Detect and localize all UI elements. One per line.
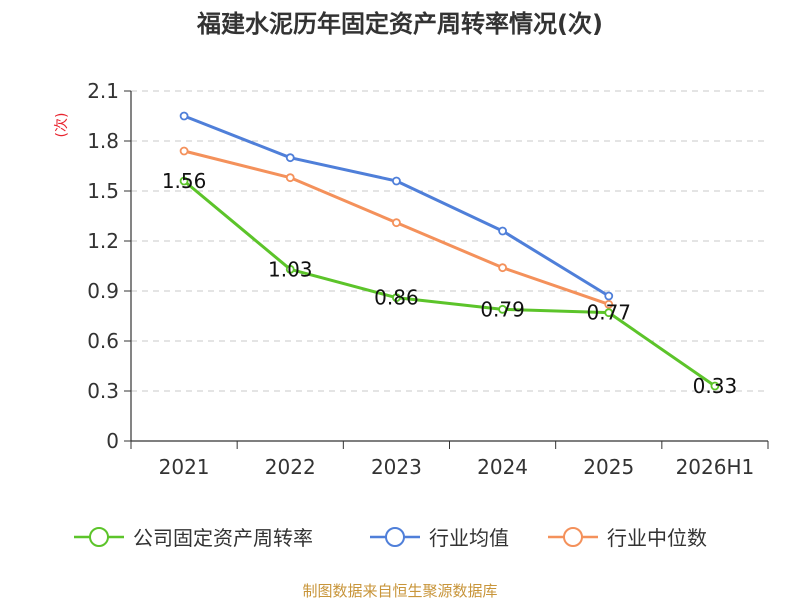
source-note: 制图数据来自恒生聚源数据库 xyxy=(302,582,497,600)
data-label: 0.33 xyxy=(693,374,738,398)
legend-label-2: 行业中位数 xyxy=(607,526,707,550)
series-2-point xyxy=(498,263,507,273)
data-label: 1.56 xyxy=(162,169,207,193)
series-2-point xyxy=(285,173,295,183)
x-tick-label: 2025 xyxy=(583,455,634,479)
series-0-point xyxy=(392,293,401,303)
y-tick-label: 1.5 xyxy=(87,179,119,203)
y-axis-unit: (次) xyxy=(54,113,70,138)
data-label: 1.03 xyxy=(268,257,313,281)
legend-label-0: 公司固定资产周转率 xyxy=(133,526,313,550)
series-2-point xyxy=(604,299,614,309)
y-tick-label: 0.6 xyxy=(87,329,119,353)
grid-layer xyxy=(131,90,768,392)
y-tick-label: 1.8 xyxy=(87,129,119,153)
series-1-point xyxy=(604,291,614,301)
y-tick-label: 1.2 xyxy=(87,229,119,253)
data-label: 0.77 xyxy=(586,301,631,325)
series-2-point xyxy=(392,218,401,228)
series-1-point xyxy=(285,153,295,163)
label-layer: 1.56 1.03 0.86 0.79 0.77 0.33 xyxy=(162,169,737,398)
series-1-point xyxy=(392,176,401,186)
series-0-point xyxy=(285,264,295,274)
legend-marker-0 xyxy=(89,527,109,547)
series-1-point xyxy=(179,111,189,121)
series-0-point xyxy=(604,308,614,318)
series-layer xyxy=(179,111,720,391)
series-line-2 xyxy=(183,149,610,306)
series-0-point xyxy=(710,381,720,391)
axis-layer: 0 0.3 0.6 0.9 1.2 1.5 1.8 2.1 2021 2022 2023 2024 20… xyxy=(87,79,769,479)
series-1-point xyxy=(498,226,507,236)
series-2-point xyxy=(179,146,189,156)
x-tick-label: 2022 xyxy=(265,455,316,479)
legend: 公司固定资产周转率 行业均值 行业中位数 xyxy=(74,526,707,550)
x-tick-label: 2023 xyxy=(371,455,422,479)
data-label: 0.79 xyxy=(480,297,525,321)
y-tick-label: 0.3 xyxy=(87,379,119,403)
series-0-point xyxy=(498,304,507,314)
y-tick-label: 0 xyxy=(106,429,119,453)
series-line-0 xyxy=(183,179,716,388)
legend-label-1: 行业均值 xyxy=(429,526,509,550)
chart-title: 福建水泥历年固定资产周转率情况(次) xyxy=(196,10,603,38)
y-tick-label: 0.9 xyxy=(87,279,119,303)
data-label: 0.86 xyxy=(374,286,419,310)
legend-marker-1 xyxy=(385,527,405,547)
series-0-point xyxy=(179,176,189,186)
x-tick-label: 2026H1 xyxy=(676,455,755,479)
y-tick-label: 2.1 xyxy=(87,79,119,103)
series-line-1 xyxy=(183,114,610,298)
x-tick-label: 2024 xyxy=(477,455,528,479)
legend-marker-2 xyxy=(563,527,583,547)
x-tick-label: 2021 xyxy=(159,455,210,479)
